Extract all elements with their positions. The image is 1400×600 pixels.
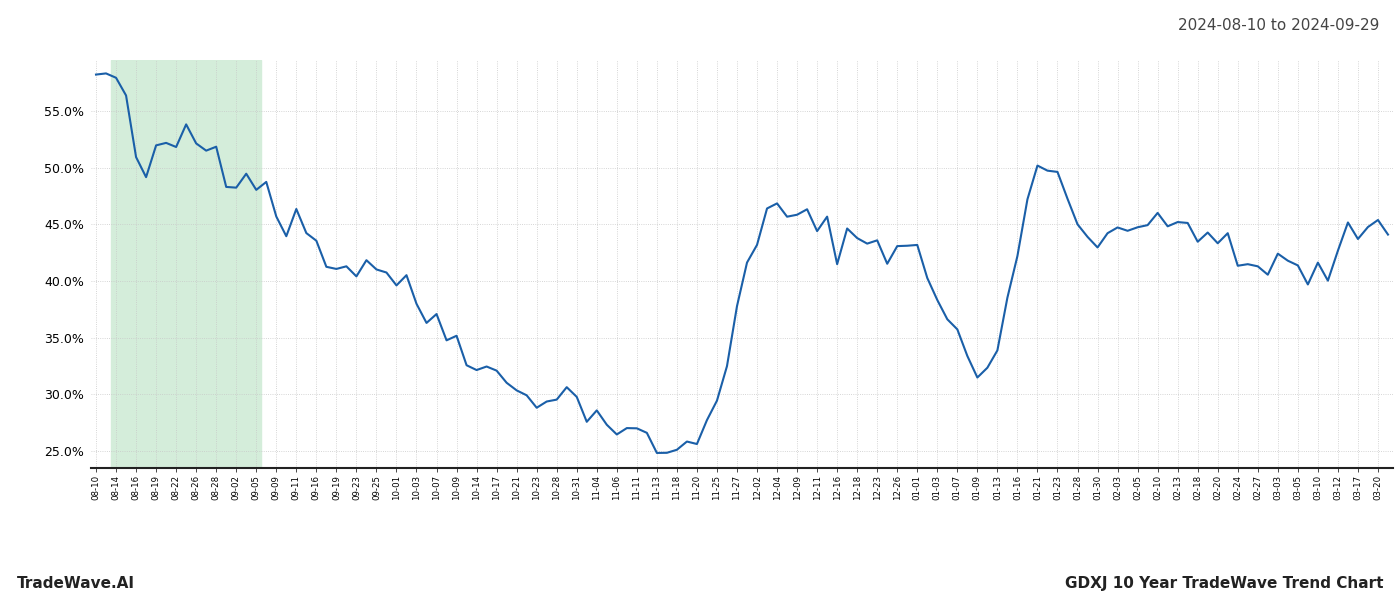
Text: GDXJ 10 Year TradeWave Trend Chart: GDXJ 10 Year TradeWave Trend Chart (1065, 576, 1383, 591)
Bar (111, 60, 262, 468)
Text: 2024-08-10 to 2024-09-29: 2024-08-10 to 2024-09-29 (1177, 18, 1379, 33)
Text: TradeWave.AI: TradeWave.AI (17, 576, 134, 591)
